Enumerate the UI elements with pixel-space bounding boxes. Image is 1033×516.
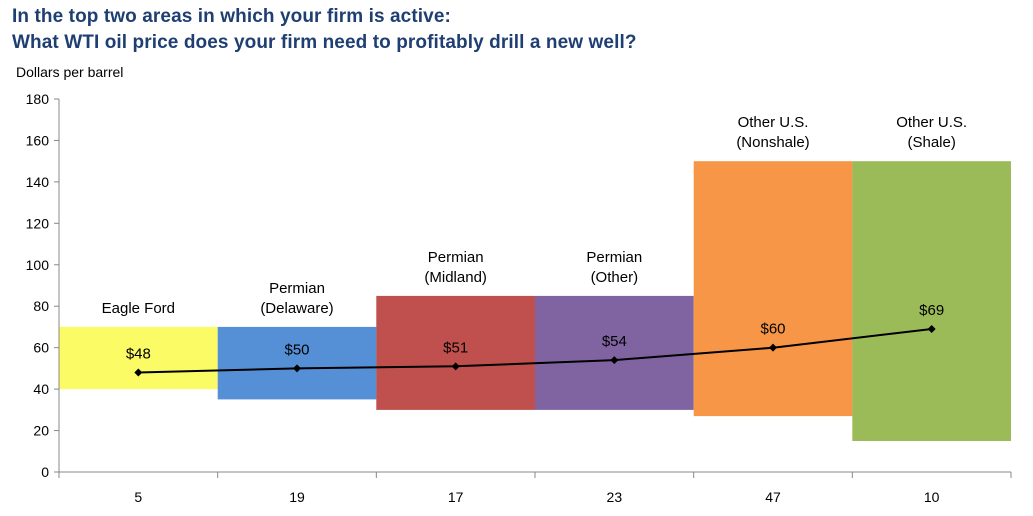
category-name-label: (Shale) — [907, 134, 955, 151]
range-bar-1 — [59, 326, 218, 390]
chart-title-line-2: What WTI oil price does your firm need t… — [12, 32, 637, 53]
y-tick-label: 0 — [41, 464, 49, 480]
y-tick-label: 140 — [26, 174, 50, 190]
category-name-label: Permian — [586, 249, 642, 266]
range-bar-6 — [852, 161, 1011, 441]
price-marker-2 — [293, 364, 301, 373]
range-bars — [59, 161, 1011, 441]
price-data-label: $51 — [443, 339, 468, 356]
x-tick-label: 47 — [765, 489, 781, 505]
price-marker-6 — [927, 325, 936, 334]
range-bar-5 — [693, 161, 853, 417]
annotations: $48 $50 $51 $54 $60 $69 Eagle Ford Permian (Dela… — [102, 114, 967, 362]
price-data-label: $54 — [602, 333, 627, 350]
x-tick-label: 19 — [289, 489, 305, 505]
price-marker-5 — [769, 343, 777, 352]
price-data-label: $69 — [919, 302, 944, 319]
category-name-label: Eagle Ford — [102, 300, 175, 317]
y-tick-label: 80 — [33, 298, 49, 314]
category-name-label: (Other) — [591, 269, 639, 286]
price-marker-3 — [451, 362, 460, 371]
x-tick-label: 17 — [448, 489, 464, 505]
category-name-label: Other U.S. — [738, 114, 809, 131]
x-tick-label: 23 — [607, 489, 623, 505]
y-tick-label: 20 — [33, 423, 49, 439]
category-name-label: (Nonshale) — [736, 134, 809, 151]
price-marker-4 — [610, 356, 619, 365]
y-tick-label: 160 — [26, 132, 50, 148]
price-line-series — [134, 325, 936, 377]
price-data-label: $50 — [284, 341, 309, 358]
y-tick-label: 60 — [33, 340, 49, 356]
price-data-label: $48 — [126, 346, 151, 363]
category-name-label: Permian — [428, 249, 484, 266]
price-marker-1 — [134, 368, 143, 377]
x-tick-label: 5 — [134, 489, 142, 505]
y-tick-label: 180 — [26, 91, 50, 107]
range-bar-3 — [376, 295, 535, 410]
category-name-label: Permian — [269, 280, 325, 297]
y-tick-label: 100 — [26, 257, 50, 273]
chart-title-line-1: In the top two areas in which your firm … — [12, 6, 451, 27]
price-line — [138, 328, 932, 374]
price-data-label: $60 — [760, 321, 785, 338]
range-bar-2 — [217, 326, 377, 400]
x-tick-label: 10 — [924, 489, 940, 505]
category-name-label: (Delaware) — [260, 300, 333, 317]
y-tick-label: 40 — [33, 381, 49, 397]
y-axis-unit-label: Dollars per barrel — [16, 64, 124, 80]
category-name-label: (Midland) — [424, 269, 487, 286]
axes: 0 20 40 60 80 100 120 140 160 180 5 19 17 23 47 10 — [26, 91, 1012, 505]
y-tick-label: 120 — [26, 215, 50, 231]
range-bar-4 — [535, 295, 694, 410]
category-name-label: Other U.S. — [896, 114, 967, 131]
